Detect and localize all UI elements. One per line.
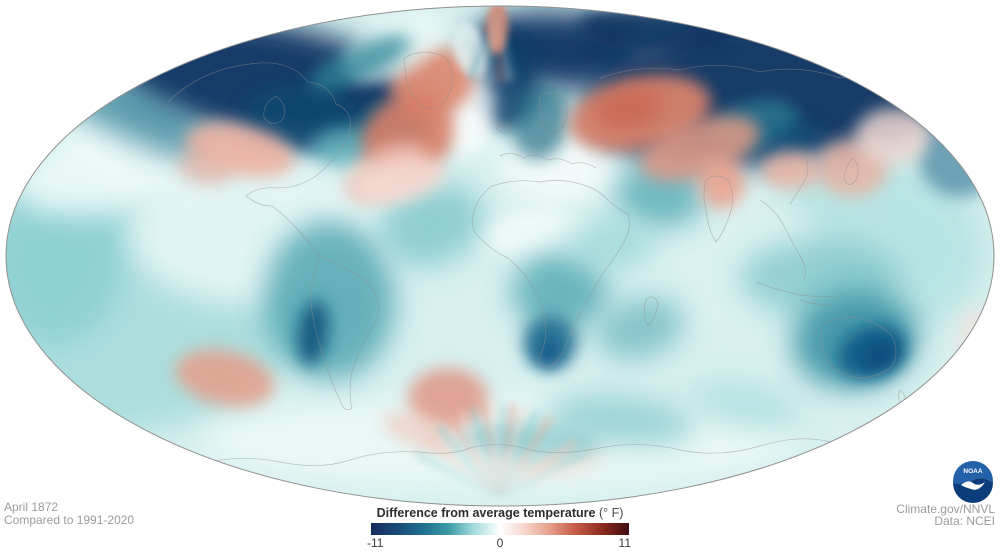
credit-data: Data: NCEI	[934, 514, 995, 528]
polar-fan-streaks	[414, 7, 586, 498]
noaa-logo: NOAA	[953, 461, 993, 503]
coast-scandinavia	[539, 92, 569, 135]
coast-north-america	[167, 62, 351, 257]
coast-japan	[843, 157, 859, 185]
coast-australia	[820, 316, 897, 379]
coast-indonesia	[755, 281, 837, 305]
globe-outline	[5, 5, 995, 507]
coast-south-america	[310, 255, 380, 411]
anomaly-field	[6, 6, 994, 488]
date-label: April 1872	[4, 500, 59, 514]
noaa-logo-sky	[953, 461, 993, 484]
coast-british-isles	[495, 123, 513, 134]
coast-china	[789, 149, 809, 205]
coast-greenland	[403, 51, 453, 110]
coast-antarctica	[179, 438, 831, 471]
map-caption: April 1872 Compared to 1991-2020	[4, 501, 134, 526]
coast-africa	[471, 180, 630, 369]
credit-source: Climate.gov/NNVL	[896, 502, 995, 516]
noaa-bird-icon	[961, 481, 985, 490]
coast-se-asia	[759, 199, 806, 281]
baseline-label: Compared to 1991-2020	[4, 512, 135, 527]
coast-india	[703, 175, 733, 243]
credits: Climate.gov/NNVL Data: NCEI	[896, 503, 995, 527]
coast-hudson-bay	[263, 95, 286, 124]
coast-south-europe	[499, 153, 597, 169]
noaa-logo-text: NOAA	[963, 468, 982, 475]
coast-madagascar	[644, 296, 659, 327]
